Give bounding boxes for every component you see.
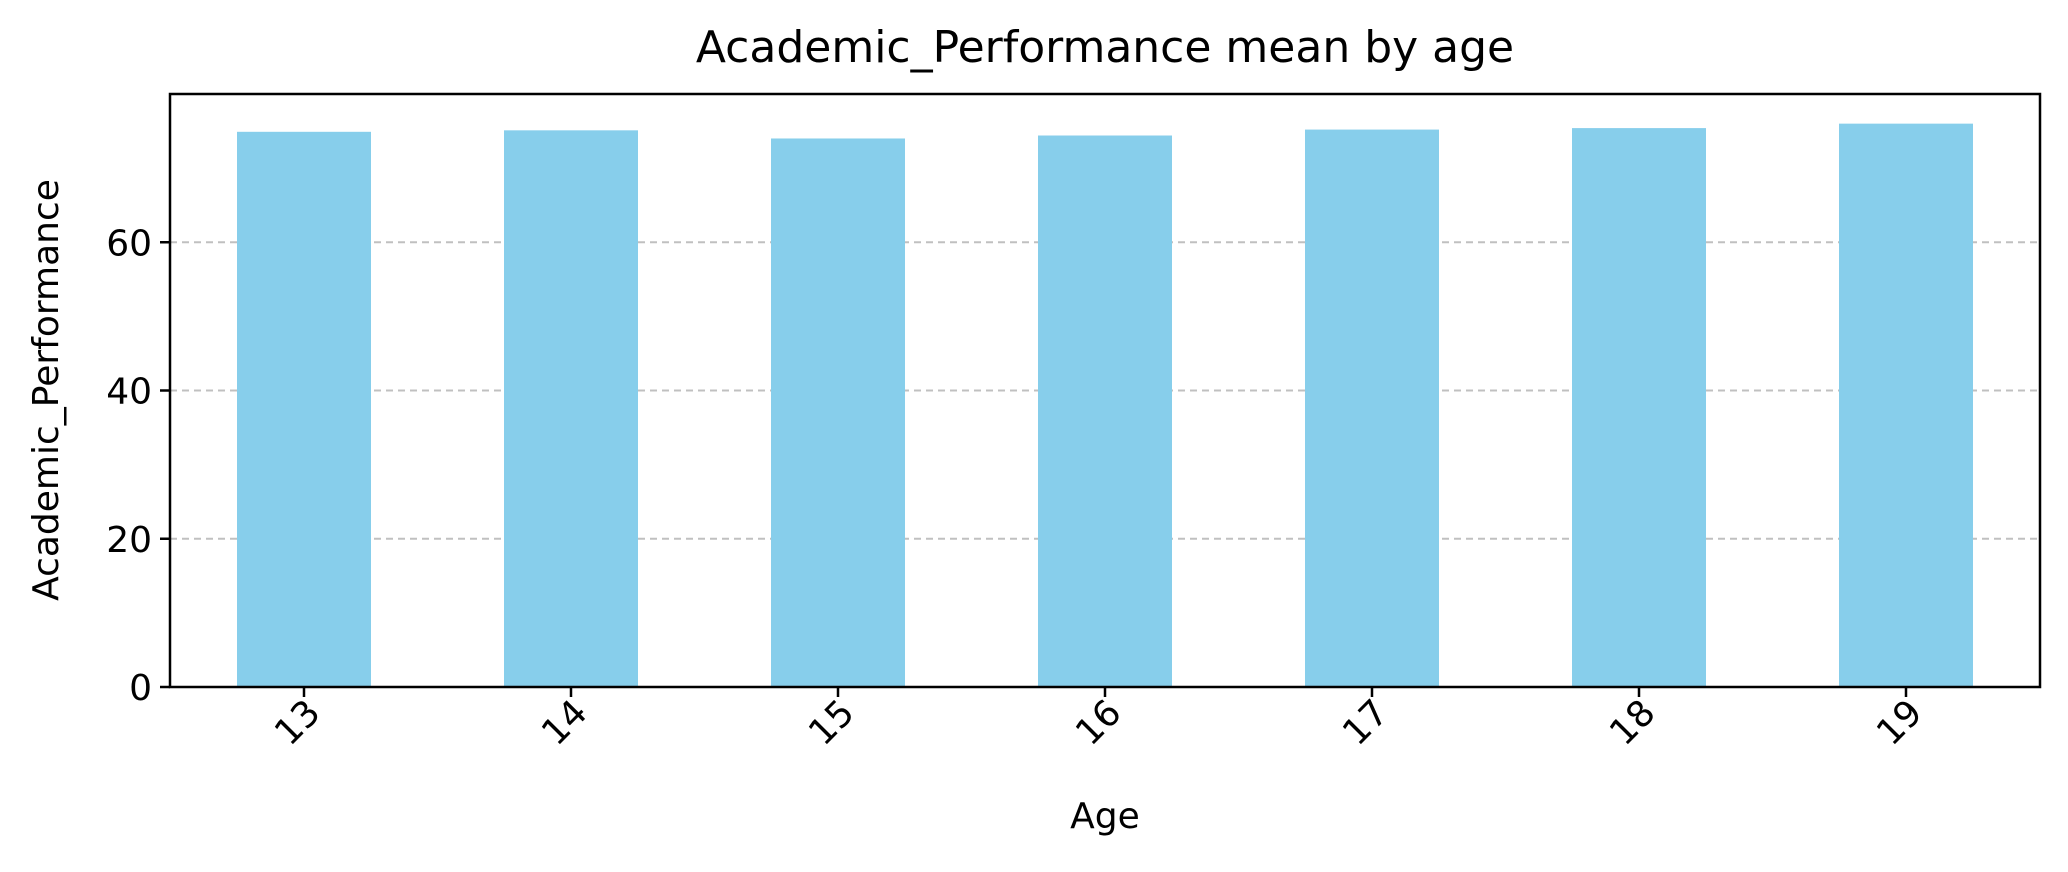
bars bbox=[237, 123, 1973, 688]
x-tick-label: 14 bbox=[534, 692, 595, 753]
x-tick-label: 13 bbox=[267, 692, 328, 753]
x-tick-label: 15 bbox=[801, 692, 862, 753]
x-axis-label: Age bbox=[1070, 796, 1140, 837]
x-tick-label: 19 bbox=[1869, 692, 1930, 753]
x-tick-label: 18 bbox=[1602, 692, 1663, 753]
y-tick-label: 20 bbox=[106, 520, 152, 561]
bar-16 bbox=[1038, 135, 1172, 687]
y-tick-label: 0 bbox=[129, 668, 152, 709]
bar-18 bbox=[1572, 128, 1706, 687]
bar-14 bbox=[504, 130, 638, 688]
bar-19 bbox=[1839, 123, 1973, 687]
x-tick-label: 16 bbox=[1068, 692, 1129, 753]
bar-17 bbox=[1305, 129, 1439, 687]
x-tick-label: 17 bbox=[1335, 692, 1396, 753]
y-axis: 0 20 40 60 bbox=[106, 223, 170, 709]
chart-title: Academic_Performance mean by age bbox=[696, 22, 1514, 73]
x-axis: 13 14 15 16 17 18 19 bbox=[267, 687, 1931, 754]
y-axis-label: Academic_Performance bbox=[26, 179, 67, 601]
y-tick-label: 40 bbox=[106, 372, 152, 413]
bar-15 bbox=[771, 138, 905, 688]
bar-13 bbox=[237, 131, 371, 687]
y-tick-label: 60 bbox=[106, 223, 152, 264]
